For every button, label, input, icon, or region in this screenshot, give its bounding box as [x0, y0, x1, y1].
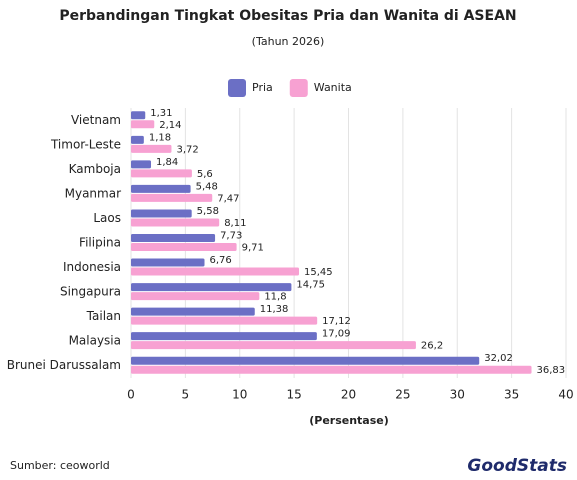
value-label: 32,02 [484, 353, 513, 364]
bar [131, 209, 192, 218]
bar [131, 307, 255, 316]
value-label: 5,6 [197, 169, 213, 180]
x-tick-label: 30 [450, 388, 465, 402]
y-tick-label: Brunei Darussalam [7, 358, 121, 372]
value-label: 6,76 [210, 255, 232, 266]
y-tick-label: Filipina [79, 236, 121, 250]
bar [131, 365, 532, 374]
bar [131, 160, 152, 169]
value-label: 14,75 [296, 280, 325, 291]
x-tick-label: 15 [286, 388, 301, 402]
bar [131, 283, 292, 292]
value-label: 3,72 [176, 144, 198, 155]
bar [131, 169, 192, 178]
bar [131, 135, 144, 144]
value-label: 8,11 [224, 218, 246, 229]
bar [131, 243, 237, 251]
legend-swatch [289, 79, 308, 97]
value-label: 36,83 [537, 365, 566, 376]
value-label: 1,31 [150, 108, 172, 119]
value-label: 9,71 [242, 243, 264, 254]
y-tick-label: Singapura [60, 285, 121, 299]
bar [131, 267, 300, 276]
value-label: 17,09 [322, 329, 351, 340]
logo: GoodStats [467, 456, 567, 476]
bar [131, 193, 213, 202]
value-label: 5,48 [196, 181, 218, 192]
legend-label: Wanita [314, 81, 352, 94]
bar [131, 218, 220, 227]
x-tick-label: 20 [341, 388, 356, 402]
x-tick-label: 0 [127, 388, 135, 402]
bar [131, 341, 416, 350]
bar [131, 184, 191, 193]
chart-title: Perbandingan Tingkat Obesitas Pria dan W… [59, 8, 516, 24]
bar [131, 234, 216, 242]
legend-label: Pria [252, 81, 273, 94]
value-label: 15,45 [304, 267, 333, 278]
value-label: 11,38 [260, 304, 289, 315]
bar [131, 332, 317, 341]
x-tick-label: 40 [558, 388, 573, 402]
y-tick-label: Timor-Leste [50, 137, 121, 151]
value-label: 7,47 [217, 193, 239, 204]
chart-subtitle: (Tahun 2026) [252, 35, 325, 48]
y-tick-label: Indonesia [63, 260, 121, 274]
x-tick-label: 5 [182, 388, 190, 402]
bar [131, 258, 205, 267]
value-label: 26,2 [421, 341, 443, 352]
bar [131, 120, 155, 129]
y-tick-label: Laos [93, 211, 121, 225]
value-label: 11,8 [264, 292, 286, 303]
y-tick-label: Tailan [86, 309, 121, 323]
x-tick-label: 25 [395, 388, 410, 402]
value-label: 1,84 [156, 157, 178, 168]
value-label: 2,14 [159, 120, 181, 131]
y-tick-label: Vietnam [71, 113, 121, 127]
y-tick-label: Kamboja [69, 162, 121, 176]
bar [131, 144, 172, 153]
bar [131, 316, 318, 325]
bar [131, 292, 260, 301]
value-label: 1,18 [149, 132, 171, 143]
value-label: 17,12 [322, 316, 351, 327]
x-tick-label: 35 [504, 388, 519, 402]
x-tick-label: 10 [232, 388, 247, 402]
y-tick-label: Myanmar [65, 186, 121, 200]
x-axis-label: (Persentase) [309, 414, 389, 427]
value-label: 7,73 [220, 231, 242, 242]
y-tick-label: Malaysia [69, 334, 121, 348]
bar [131, 111, 146, 120]
bar [131, 356, 480, 365]
source: Sumber: ceoworld [10, 459, 110, 472]
value-label: 5,58 [197, 206, 219, 217]
legend-swatch [228, 79, 246, 97]
